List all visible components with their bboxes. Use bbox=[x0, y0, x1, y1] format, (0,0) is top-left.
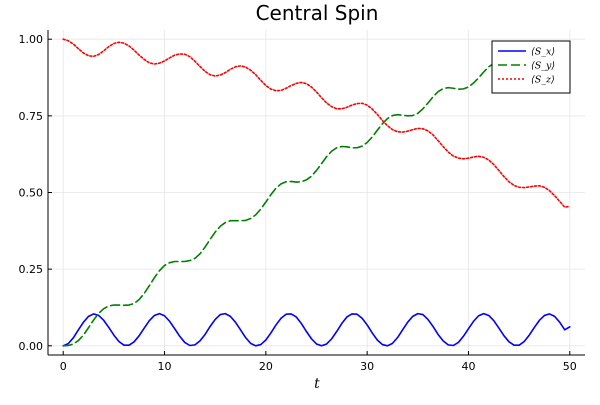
x-tick-label: 20 bbox=[259, 360, 273, 373]
x-tick-label: 0 bbox=[60, 360, 67, 373]
x-tick-label: 40 bbox=[461, 360, 475, 373]
grid-layer bbox=[48, 30, 585, 355]
ticks-layer: 0 10 20 30 40 50 0.00 0.25 0.50 0.75 1.00 bbox=[19, 33, 577, 373]
chart-title: Central Spin bbox=[256, 1, 379, 25]
series-layer bbox=[62, 38, 571, 347]
legend-label-2: ⟨S_y⟩ bbox=[531, 61, 555, 72]
x-tick-label: 30 bbox=[360, 360, 374, 373]
y-tick-label: 0.50 bbox=[19, 187, 44, 200]
legend-box bbox=[491, 40, 571, 94]
y-tick-label: 0.75 bbox=[19, 110, 44, 123]
y-tick-label: 1.00 bbox=[19, 33, 44, 46]
x-tick-label: 10 bbox=[158, 360, 172, 373]
legend-label-3: ⟨S_z⟩ bbox=[531, 75, 555, 86]
y-tick-label: 0.00 bbox=[19, 340, 44, 353]
x-axis-label: t bbox=[314, 376, 320, 392]
legend-label-1: ⟨S_x⟩ bbox=[531, 47, 555, 58]
x-tick-label: 50 bbox=[563, 360, 577, 373]
series-line-3 bbox=[62, 38, 571, 209]
series-line-1 bbox=[62, 312, 571, 347]
legend: ⟨S_x⟩ ⟨S_y⟩ ⟨S_z⟩ bbox=[491, 40, 571, 94]
y-tick-label: 0.25 bbox=[19, 263, 44, 276]
series-line-2 bbox=[62, 40, 571, 347]
